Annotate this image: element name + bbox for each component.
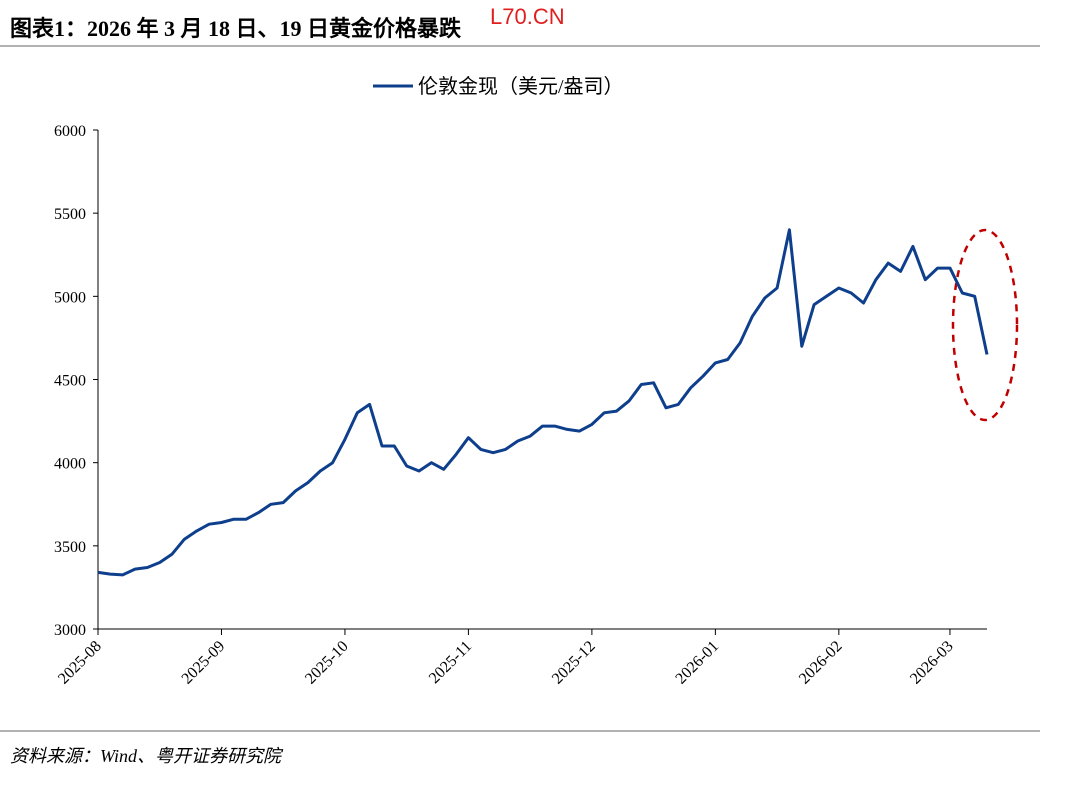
x-tick-label: 2025-12 (549, 638, 599, 688)
x-tick-label: 2025-10 (302, 638, 352, 688)
y-tick-label: 3500 (54, 539, 86, 556)
x-tick-label: 2026-03 (907, 638, 957, 688)
y-tick-label: 5000 (54, 289, 86, 306)
x-tick-label: 2025-09 (179, 638, 229, 688)
line-series (97, 228, 989, 577)
x-tick-label: 2026-02 (796, 638, 846, 688)
highlight-ellipse (951, 228, 1019, 422)
y-tick-label: 4500 (54, 373, 86, 390)
source-note: 资料来源：Wind、粤开证券研究院 (10, 746, 284, 766)
y-tick-label: 4000 (54, 456, 86, 473)
x-tick-label: 2025-11 (426, 638, 475, 687)
legend-label: 伦敦金现（美元/盎司） (418, 75, 624, 98)
chart-title: 图表1：2026 年 3 月 18 日、19 日黄金价格暴跌 (10, 16, 462, 41)
x-tick-label: 2026-01 (672, 638, 722, 688)
y-tick-label: 6000 (54, 123, 86, 140)
watermark: L70.CN (490, 4, 565, 29)
y-tick-label: 3000 (54, 622, 86, 639)
y-tick-label: 5500 (54, 206, 86, 223)
x-tick-label: 2025-08 (55, 638, 105, 688)
